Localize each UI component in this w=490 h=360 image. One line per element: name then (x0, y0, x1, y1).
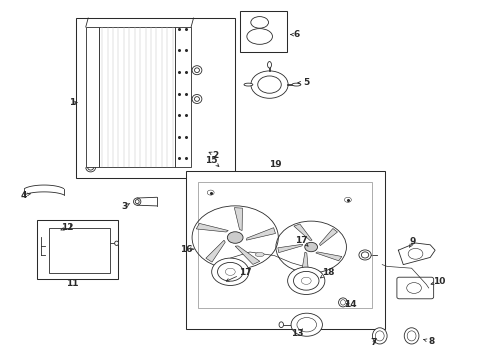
Circle shape (251, 71, 288, 98)
Text: 6: 6 (294, 30, 300, 39)
Polygon shape (319, 229, 338, 246)
Polygon shape (196, 224, 228, 232)
Bar (86, 27, 99, 167)
Ellipse shape (192, 66, 202, 75)
FancyBboxPatch shape (397, 277, 434, 299)
Text: 1: 1 (69, 98, 75, 107)
Text: 13: 13 (291, 328, 304, 338)
Polygon shape (206, 240, 225, 262)
Circle shape (305, 242, 318, 252)
Text: 11: 11 (66, 279, 79, 288)
Ellipse shape (192, 95, 202, 104)
Ellipse shape (115, 241, 119, 246)
Polygon shape (235, 246, 260, 265)
Bar (76, 18, 235, 178)
Polygon shape (302, 252, 308, 271)
Circle shape (212, 258, 249, 285)
Ellipse shape (279, 322, 283, 328)
Ellipse shape (359, 250, 371, 260)
Bar (198, 182, 372, 308)
Bar (240, 11, 287, 52)
Bar (37, 220, 118, 279)
Bar (99, 27, 175, 167)
Ellipse shape (404, 328, 419, 344)
Polygon shape (294, 224, 312, 240)
Circle shape (227, 232, 243, 243)
Ellipse shape (247, 28, 272, 44)
Bar (175, 27, 191, 167)
Text: 7: 7 (370, 338, 377, 347)
Text: 5: 5 (303, 78, 309, 87)
Text: 10: 10 (433, 277, 446, 286)
Text: 16: 16 (180, 245, 193, 253)
Ellipse shape (255, 252, 264, 257)
Ellipse shape (339, 298, 347, 307)
Text: 14: 14 (344, 300, 357, 310)
Text: 17: 17 (295, 236, 308, 245)
Ellipse shape (244, 83, 253, 86)
Text: 15: 15 (205, 156, 218, 166)
Bar (49, 228, 110, 273)
Bar (186, 171, 385, 329)
Ellipse shape (292, 83, 301, 86)
Text: 2: 2 (213, 152, 219, 161)
Polygon shape (316, 252, 342, 261)
Circle shape (291, 313, 322, 336)
Text: 17: 17 (239, 268, 251, 277)
Text: 19: 19 (269, 161, 282, 170)
Text: 12: 12 (61, 223, 74, 232)
Polygon shape (278, 244, 303, 253)
Ellipse shape (372, 328, 387, 344)
Text: 18: 18 (322, 268, 335, 277)
Text: 9: 9 (409, 238, 416, 247)
Polygon shape (246, 228, 275, 240)
Text: 3: 3 (122, 202, 127, 211)
Ellipse shape (251, 17, 269, 28)
Ellipse shape (268, 62, 271, 68)
Polygon shape (234, 208, 243, 230)
Ellipse shape (133, 198, 141, 205)
Text: 8: 8 (428, 338, 434, 346)
Circle shape (288, 267, 325, 294)
Text: 4: 4 (20, 191, 27, 199)
